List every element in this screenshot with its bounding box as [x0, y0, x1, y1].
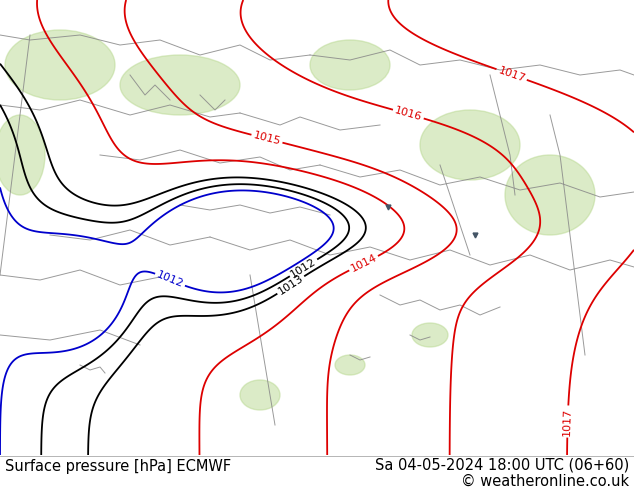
Ellipse shape [310, 40, 390, 90]
Ellipse shape [120, 55, 240, 115]
Text: © weatheronline.co.uk: © weatheronline.co.uk [461, 474, 629, 489]
Text: Sa 04-05-2024 18:00 UTC (06+60): Sa 04-05-2024 18:00 UTC (06+60) [375, 457, 629, 472]
Text: 1013: 1013 [276, 273, 305, 297]
Ellipse shape [5, 30, 115, 100]
Ellipse shape [412, 323, 448, 347]
Ellipse shape [505, 155, 595, 235]
Text: 1015: 1015 [252, 130, 281, 147]
Text: Surface pressure [hPa] ECMWF: Surface pressure [hPa] ECMWF [5, 459, 231, 474]
Text: 1016: 1016 [394, 105, 424, 122]
Text: 1012: 1012 [155, 270, 185, 290]
Text: 1017: 1017 [562, 407, 573, 436]
Ellipse shape [240, 380, 280, 410]
Ellipse shape [0, 115, 45, 195]
Text: 1017: 1017 [496, 65, 527, 84]
Text: 1014: 1014 [349, 252, 378, 274]
Ellipse shape [420, 110, 520, 180]
Text: 1012: 1012 [289, 256, 318, 279]
Ellipse shape [335, 355, 365, 375]
